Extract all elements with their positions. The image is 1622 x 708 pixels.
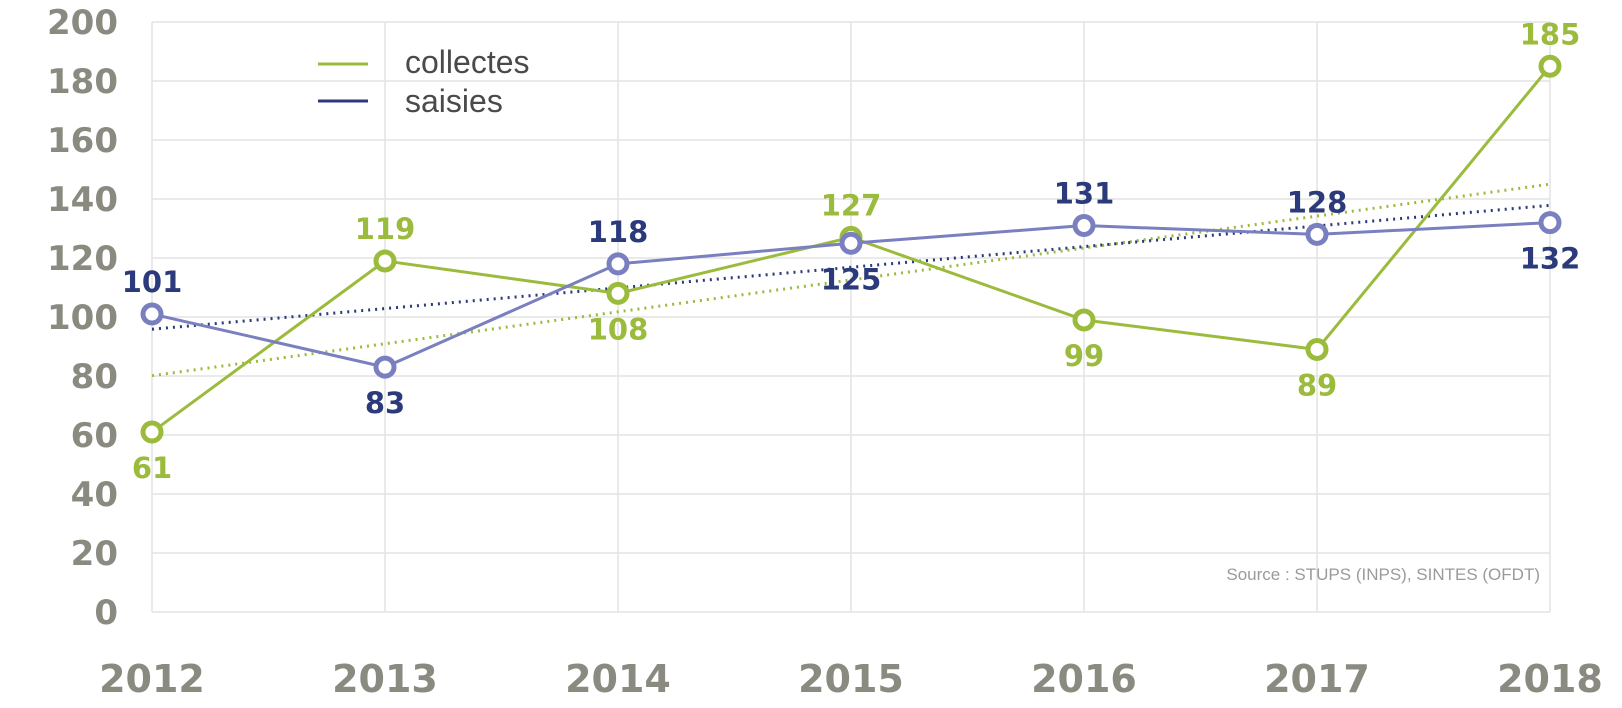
y-tick-label: 180 [47, 62, 118, 102]
data-point-saisies [1538, 211, 1562, 235]
data-point-collectes [1072, 308, 1096, 332]
data-label-collectes: 127 [821, 188, 882, 222]
x-axis-ticks: 2012 2013 2014 2015 2016 2017 2018 [99, 657, 1603, 701]
data-point-saisies [1072, 214, 1096, 238]
data-point-collectes [373, 249, 397, 273]
data-point-collectes [140, 420, 164, 444]
data-label-collectes: 61 [132, 451, 172, 485]
legend-label-collectes: collectes [405, 44, 530, 80]
x-tick-label: 2013 [332, 657, 438, 701]
data-label-collectes: 108 [588, 312, 649, 346]
x-tick-label: 2018 [1497, 657, 1603, 701]
y-tick-label: 80 [71, 357, 118, 397]
y-tick-label: 120 [47, 239, 118, 279]
data-label-collectes: 99 [1064, 339, 1104, 373]
data-labels: 61 119 108 127 99 89 185 101 83 118 125 131 128 132 [122, 17, 1581, 485]
data-label-collectes: 119 [355, 212, 416, 246]
series [140, 54, 1562, 444]
y-tick-label: 140 [47, 180, 118, 220]
x-tick-label: 2017 [1264, 657, 1370, 701]
source-annotation: Source : STUPS (INPS), SINTES (OFDT) [1226, 565, 1540, 584]
legend-label-saisies: saisies [405, 83, 503, 119]
data-label-collectes: 89 [1297, 368, 1337, 402]
data-point-saisies [140, 302, 164, 326]
y-tick-label: 60 [71, 416, 118, 456]
y-tick-label: 160 [47, 121, 118, 161]
y-tick-label: 100 [47, 298, 118, 338]
data-point-collectes [606, 281, 630, 305]
grid [151, 21, 1551, 613]
data-point-collectes [1305, 337, 1329, 361]
legend: collectes saisies [318, 44, 530, 119]
data-point-saisies [606, 252, 630, 276]
data-label-collectes: 185 [1520, 17, 1581, 51]
data-label-saisies: 132 [1520, 242, 1581, 276]
y-tick-label: 0 [94, 593, 118, 633]
data-label-saisies: 125 [821, 262, 882, 296]
x-tick-label: 2015 [798, 657, 904, 701]
data-label-saisies: 83 [365, 386, 405, 420]
y-tick-label: 200 [47, 3, 118, 43]
y-axis-ticks: 0 20 40 60 80 100 120 140 160 180 200 [47, 3, 118, 633]
data-label-saisies: 101 [122, 265, 183, 299]
data-point-collectes [1538, 54, 1562, 78]
data-label-saisies: 131 [1054, 177, 1115, 211]
x-tick-label: 2016 [1031, 657, 1137, 701]
data-point-saisies [373, 355, 397, 379]
data-point-saisies [839, 231, 863, 255]
y-tick-label: 20 [71, 534, 118, 574]
y-tick-label: 40 [71, 475, 118, 515]
data-label-saisies: 118 [588, 215, 649, 249]
x-tick-label: 2012 [99, 657, 205, 701]
x-tick-label: 2014 [565, 657, 671, 701]
data-point-saisies [1305, 222, 1329, 246]
data-label-saisies: 128 [1287, 185, 1348, 219]
